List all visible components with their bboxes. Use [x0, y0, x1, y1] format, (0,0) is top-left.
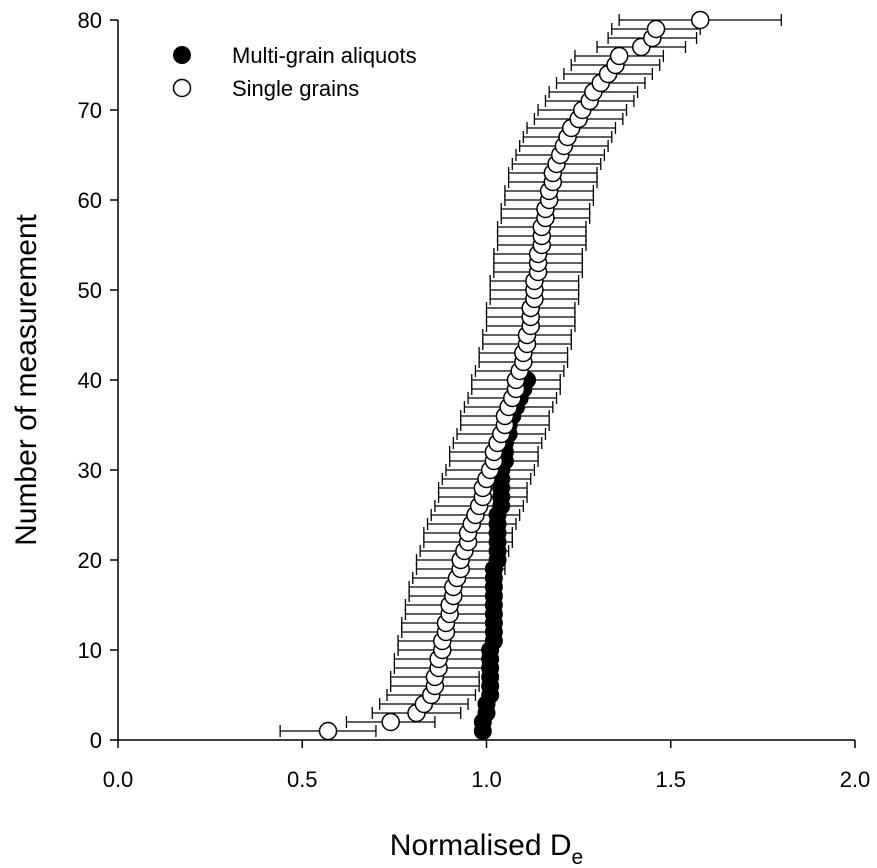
single-grain-point: [381, 712, 400, 732]
single-grain-point: [318, 721, 338, 741]
x-axis-title: Normalised De: [390, 829, 583, 868]
y-tick-label: 70: [78, 98, 102, 123]
x-tick-label: 1.0: [471, 767, 502, 792]
single-grain-point: [646, 19, 666, 39]
x-axis-title-main: Normalised D: [390, 829, 572, 862]
legend-label-multi-grain: Multi-grain aliquots: [232, 43, 417, 68]
x-tick-label: 2.0: [840, 767, 871, 792]
y-tick-label: 40: [78, 368, 102, 393]
legend: Multi-grain aliquots Single grains: [172, 43, 417, 101]
axes: 0.0 0.5 1.0 1.5 2.0 0 10 20 30 40 50 60 70 80 Normalis…: [10, 8, 870, 868]
single-grain-point: [609, 46, 629, 66]
y-tick-label: 30: [78, 458, 102, 483]
x-tick-label: 1.5: [655, 767, 686, 792]
x-tick-label: 0.0: [103, 767, 134, 792]
y-tick-label: 80: [78, 8, 102, 33]
x-tick-label: 0.5: [287, 767, 318, 792]
legend-marker-single-grain: [172, 78, 192, 98]
y-tick-label: 10: [78, 638, 102, 663]
y-tick-label: 60: [78, 188, 102, 213]
y-tick-label: 20: [78, 548, 102, 573]
y-tick-label: 50: [78, 278, 102, 303]
x-axis-title-subscript: e: [572, 846, 584, 868]
legend-label-single-grain: Single grains: [232, 76, 359, 101]
legend-marker-multi-grain: [173, 46, 191, 64]
single-grain-point: [690, 10, 710, 30]
y-axis-title: Number of measurement: [10, 213, 43, 545]
y-tick-label: 0: [90, 728, 102, 753]
single-grain-series: [318, 10, 710, 741]
